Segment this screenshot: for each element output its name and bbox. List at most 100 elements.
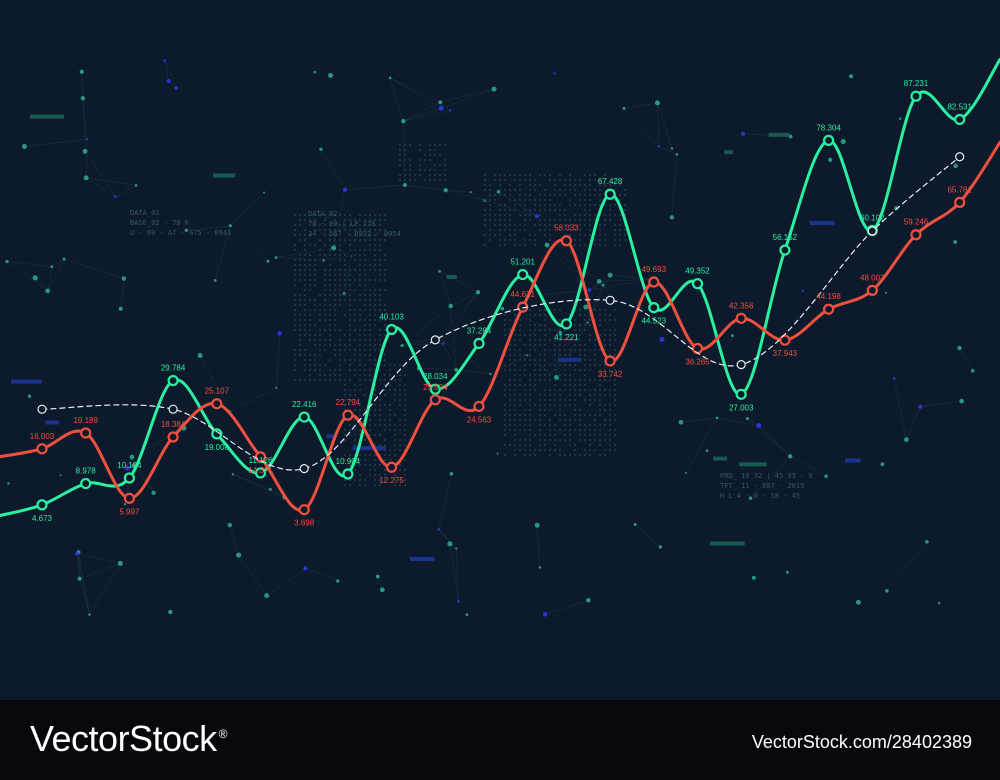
globe-dot — [308, 258, 312, 262]
globe-dot — [308, 328, 312, 332]
globe-dot — [598, 413, 602, 417]
series-2-data-label: 33.742 — [598, 370, 623, 379]
globe-dot — [563, 398, 567, 402]
globe-dot — [373, 233, 377, 237]
globe-dot — [578, 313, 582, 317]
globe-dot — [318, 343, 322, 347]
hud-bar — [845, 458, 861, 463]
globe-dot — [353, 383, 357, 387]
globe-dot — [378, 348, 382, 352]
series-2-data-label: 44.621 — [510, 290, 535, 299]
globe-dot — [588, 388, 592, 392]
globe-dot — [378, 463, 382, 467]
globe-dot — [568, 218, 572, 222]
series-2-point — [648, 276, 660, 288]
globe-dot — [523, 223, 527, 227]
globe-dot — [358, 463, 362, 467]
globe-dot — [343, 213, 347, 217]
network-node — [880, 462, 885, 467]
globe-dot — [503, 238, 507, 242]
globe-dot — [573, 238, 577, 242]
globe-dot — [608, 313, 612, 317]
network-link — [343, 255, 352, 294]
globe-dot — [498, 223, 502, 227]
globe-dot — [523, 213, 527, 217]
globe-dot — [358, 383, 362, 387]
network-link — [323, 255, 352, 261]
globe-dot — [368, 318, 372, 322]
globe-dot — [553, 183, 557, 187]
series-3-point — [955, 152, 965, 162]
globe-dot — [608, 368, 612, 372]
network-link — [439, 271, 479, 293]
globe-dot — [513, 243, 517, 247]
globe-dot — [513, 443, 517, 447]
globe-dot — [568, 348, 572, 352]
globe-dot — [398, 478, 402, 482]
globe-dot — [603, 218, 607, 222]
globe-dot — [578, 393, 582, 397]
globe-dot — [428, 178, 432, 182]
network-link — [599, 278, 653, 282]
globe-dot — [528, 428, 532, 432]
globe-dot — [328, 233, 332, 237]
globe-dot — [543, 438, 547, 442]
globe-dot — [318, 333, 322, 337]
globe-dot — [373, 458, 377, 462]
globe-dot — [583, 428, 587, 432]
globe-dot — [518, 368, 522, 372]
globe-dot — [583, 363, 587, 367]
globe-dot — [603, 173, 607, 177]
globe-dot — [598, 183, 602, 187]
globe-dot — [613, 398, 617, 402]
globe-dot — [398, 448, 402, 452]
globe-dot — [613, 373, 617, 377]
globe-dot — [533, 328, 537, 332]
globe-dot — [368, 223, 372, 227]
network-link — [680, 417, 717, 423]
globe-dot — [603, 313, 607, 317]
globe-dot — [388, 408, 392, 412]
globe-dot — [373, 478, 377, 482]
globe-dot — [348, 218, 352, 222]
network-node — [303, 566, 308, 571]
globe-dot — [323, 338, 327, 342]
globe-dot — [368, 288, 372, 292]
globe-dot — [598, 193, 602, 197]
globe-dot — [323, 328, 327, 332]
globe-dot — [363, 268, 367, 272]
series-2-point — [123, 492, 135, 504]
globe-dot — [578, 388, 582, 392]
globe-dot — [613, 353, 617, 357]
globe-dot — [313, 263, 317, 267]
globe-dot — [488, 203, 492, 207]
globe-dot — [358, 413, 362, 417]
globe-dot — [388, 423, 392, 427]
globe-dot — [298, 223, 302, 227]
globe-dot — [613, 443, 617, 447]
globe-dot — [388, 378, 392, 382]
network-link — [440, 102, 451, 111]
globe-dot — [583, 203, 587, 207]
globe-dot — [613, 233, 617, 237]
globe-dot — [528, 363, 532, 367]
network-node — [715, 416, 719, 420]
globe-dot — [563, 178, 567, 182]
globe-dot — [393, 428, 397, 432]
series-2-data-label: 16.003 — [30, 432, 55, 441]
network-node — [885, 589, 889, 593]
globe-dot — [513, 188, 517, 192]
globe-dot — [563, 188, 567, 192]
globe-dot — [583, 348, 587, 352]
network-node — [227, 522, 233, 528]
globe-dot — [518, 348, 522, 352]
globe-dot — [313, 218, 317, 222]
globe-dot — [528, 183, 532, 187]
globe-dot — [603, 308, 607, 312]
globe-dot — [398, 153, 402, 157]
globe-dot — [373, 248, 377, 252]
globe-dot — [523, 388, 527, 392]
globe-dot — [598, 243, 602, 247]
globe-dot — [358, 333, 362, 337]
globe-dot — [528, 328, 532, 332]
